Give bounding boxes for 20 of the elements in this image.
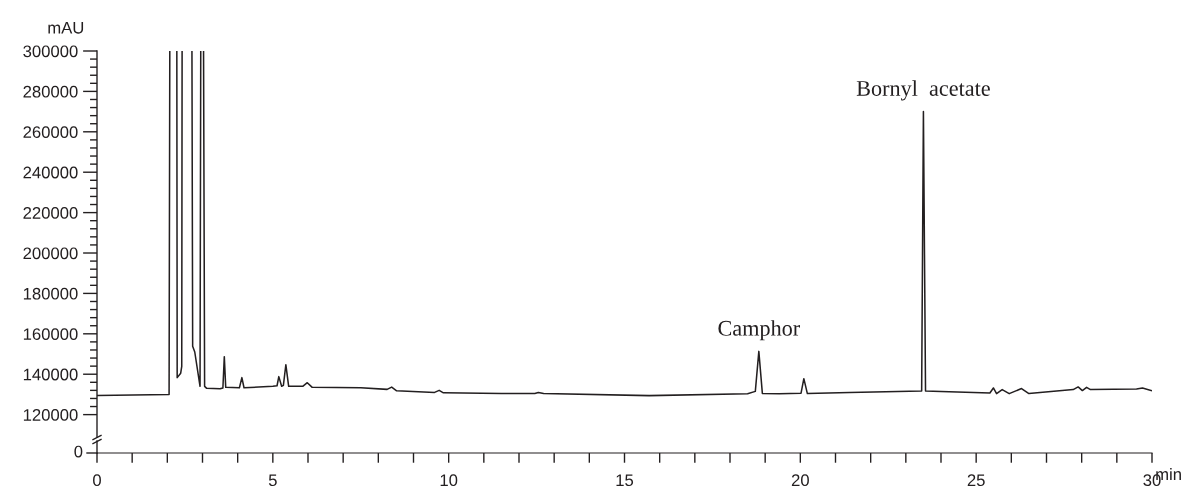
y-tick-label: 140000 bbox=[23, 368, 78, 381]
x-tick-label: 15 bbox=[616, 474, 634, 487]
y-tick-label: 260000 bbox=[23, 126, 78, 139]
y-tick-label: 240000 bbox=[23, 166, 78, 179]
annotation: Bornyl acetate bbox=[856, 80, 990, 101]
annotation: Camphor bbox=[718, 320, 800, 341]
x-tick-label: 5 bbox=[268, 474, 277, 487]
x-tick-label: 10 bbox=[440, 474, 458, 487]
y-tick-label: 280000 bbox=[23, 85, 78, 98]
y-tick-label: 220000 bbox=[23, 207, 78, 219]
y-axis-title: mAU bbox=[48, 22, 84, 34]
y-tick-label: 160000 bbox=[23, 328, 78, 341]
x-tick-label: 0 bbox=[93, 474, 101, 487]
y-tick-label: 120000 bbox=[23, 409, 78, 421]
y-tick-label: 200000 bbox=[23, 247, 78, 260]
x-tick-label: 20 bbox=[791, 474, 809, 487]
text: 0 bbox=[74, 445, 83, 458]
y-tick-label: 300000 bbox=[23, 45, 78, 58]
x-tick-label: 25 bbox=[967, 474, 985, 487]
y-tick-label: 180000 bbox=[23, 287, 78, 300]
